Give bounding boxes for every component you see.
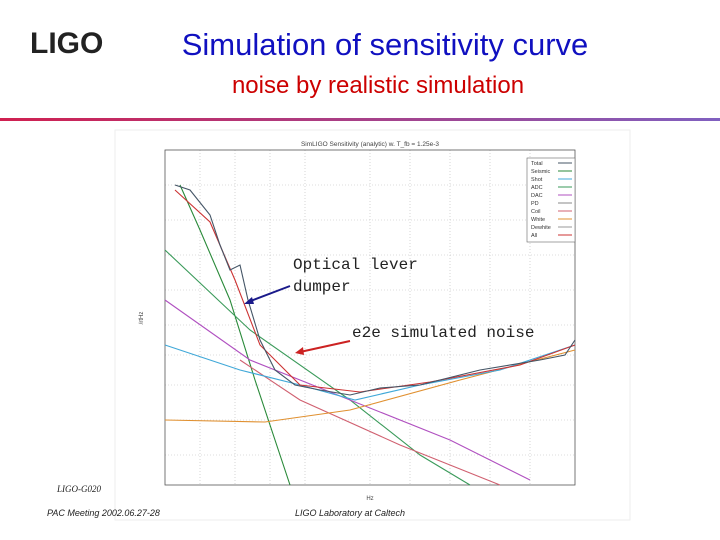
arrow-head (295, 347, 304, 355)
legend-label: ADC (531, 185, 543, 191)
legend-label: All (531, 233, 537, 239)
legend-label: PD (531, 201, 539, 207)
legend-label: Shot (531, 177, 543, 183)
legend-label: Dewhite (531, 225, 551, 231)
coil-curve (239, 359, 501, 486)
shot-curve (164, 344, 576, 401)
footer-meeting: PAC Meeting 2002.06.27-28 (47, 508, 160, 518)
plot-frame (164, 149, 576, 486)
arrow (299, 340, 351, 353)
y-axis-label: /rtHz (139, 312, 145, 325)
slide-title: Simulation of sensitivity curve (182, 27, 589, 62)
figure: SimLIGO Sensitivity (analytic) w. T_fb =… (114, 129, 631, 521)
logo: LIGO (30, 27, 103, 60)
legend-label: Total (531, 161, 543, 167)
legend-label: DAC (531, 193, 543, 199)
footer-doc-id: LIGO-G020 (56, 484, 101, 494)
seismic-curve (179, 184, 291, 486)
annotation: Optical lever (293, 256, 418, 274)
slide-subtitle: noise by realistic simulation (232, 72, 524, 99)
arrow-head (244, 297, 254, 304)
grid (165, 150, 575, 485)
annotation: dumper (293, 278, 351, 296)
legend (526, 157, 576, 243)
arrow (247, 285, 291, 303)
figure-title: SimLIGO Sensitivity (analytic) w. T_fb =… (301, 141, 439, 148)
annotation: e2e simulated noise (352, 324, 534, 342)
legend-label: White (531, 217, 545, 223)
legend-label: Seismic (531, 169, 551, 175)
dac-curve (164, 299, 531, 481)
title-rule (0, 118, 720, 121)
legend-items: Total Seismic Shot ADC DAC PD Coil White Dewhite… (531, 161, 572, 239)
legend-label: Coil (531, 209, 540, 215)
total-curve (174, 184, 576, 396)
x-axis-label: Hz (366, 496, 373, 502)
footer-lab: LIGO Laboratory at Caltech (295, 508, 405, 518)
